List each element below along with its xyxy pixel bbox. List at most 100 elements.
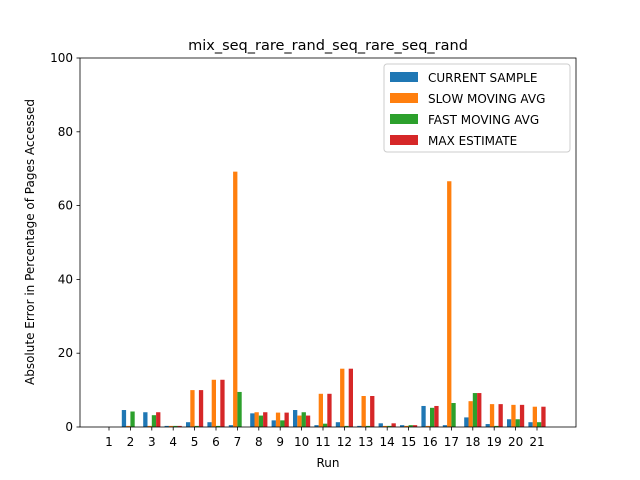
x-tick-label: 5: [191, 435, 199, 449]
bar-current-sample-run-6: [207, 422, 212, 427]
x-tick-label: 9: [276, 435, 284, 449]
bar-slow-moving-avg-run-3: [147, 425, 152, 427]
x-tick-label: 4: [169, 435, 177, 449]
legend-swatch: [390, 93, 418, 103]
y-tick-label: 80: [58, 125, 73, 139]
bar-current-sample-run-4: [164, 425, 169, 427]
bar-current-sample-run-19: [485, 424, 490, 427]
bar-fast-moving-avg-run-13: [365, 425, 371, 427]
bar-current-sample-run-20: [507, 419, 512, 427]
bar-fast-moving-avg-run-6: [216, 425, 221, 427]
y-tick-label: 40: [58, 272, 73, 286]
legend-entry: FAST MOVING AVG: [428, 113, 539, 127]
y-tick-label: 60: [58, 199, 73, 213]
x-tick-label: 7: [234, 435, 242, 449]
y-tick-label: 20: [58, 346, 73, 360]
bar-current-sample-run-18: [464, 417, 469, 427]
plot-frame: [79, 57, 577, 428]
bar-current-sample-run-2: [121, 410, 127, 427]
bar-fast-moving-avg-run-3: [151, 415, 157, 427]
legend-swatch: [390, 114, 418, 124]
bar-max-estimate-run-11: [327, 393, 332, 427]
x-tick-label: 8: [255, 435, 263, 449]
bar-fast-moving-avg-run-14: [387, 425, 392, 427]
y-tick-label: 100: [50, 51, 73, 65]
bar-current-sample-run-10: [293, 410, 298, 427]
bar-current-sample-run-5: [186, 422, 191, 427]
bar-slow-moving-avg-run-21: [532, 406, 537, 427]
bar-fast-moving-avg-run-20: [515, 419, 520, 427]
x-tick-label: 18: [465, 435, 480, 449]
bar-current-sample-run-16: [421, 405, 426, 427]
bar-current-sample-run-17: [442, 425, 448, 427]
legend-entry: SLOW MOVING AVG: [428, 92, 545, 106]
legend-entry: MAX ESTIMATE: [428, 134, 517, 148]
legend-swatch: [390, 135, 418, 145]
bar-slow-moving-avg-run-19: [489, 404, 495, 427]
y-axis-label: Absolute Error in Percentage of Pages Ac…: [23, 99, 37, 385]
bar-current-sample-run-9: [271, 420, 276, 427]
bar-max-estimate-run-4: [177, 425, 182, 427]
bar-max-estimate-run-21: [541, 406, 546, 427]
bar-max-estimate-run-10: [305, 415, 311, 427]
bar-slow-moving-avg-run-12: [340, 368, 345, 427]
bar-current-sample-run-13: [357, 425, 362, 427]
x-tick-label: 15: [401, 435, 416, 449]
bar-current-sample-run-3: [143, 412, 148, 427]
bar-fast-moving-avg-run-9: [280, 420, 285, 427]
bar-slow-moving-avg-run-15: [404, 425, 409, 427]
x-tick-label: 21: [529, 435, 544, 449]
bar-current-sample-run-14: [378, 423, 383, 427]
bar-max-estimate-run-6: [220, 379, 225, 427]
bar-slow-moving-avg-run-14: [382, 425, 388, 427]
bar-max-estimate-run-20: [519, 404, 525, 427]
bar-fast-moving-avg-run-19: [494, 425, 499, 427]
bar-slow-moving-avg-run-13: [361, 396, 366, 427]
bar-fast-moving-avg-run-7: [237, 391, 242, 427]
bar-slow-moving-avg-run-2: [126, 425, 131, 427]
bar-fast-moving-avg-run-10: [301, 412, 306, 427]
x-tick-label: 17: [444, 435, 459, 449]
bar-max-estimate-run-18: [477, 393, 482, 427]
bar-current-sample-run-15: [400, 425, 405, 427]
bar-current-sample-run-8: [250, 413, 255, 427]
x-tick-label: 12: [337, 435, 352, 449]
x-tick-label: 1: [105, 435, 113, 449]
bar-slow-moving-avg-run-18: [468, 401, 473, 427]
bar-fast-moving-avg-run-2: [130, 411, 135, 427]
x-tick-label: 6: [212, 435, 220, 449]
x-tick-label: 16: [422, 435, 437, 449]
bar-slow-moving-avg-run-7: [233, 171, 238, 427]
bar-fast-moving-avg-run-17: [451, 403, 456, 427]
y-tick-label: 0: [65, 420, 73, 434]
bar-slow-moving-avg-run-6: [211, 379, 216, 427]
chart-title: mix_seq_rare_rand_seq_rare_seq_rand: [188, 38, 468, 54]
bar-fast-moving-avg-run-8: [258, 415, 264, 427]
bar-current-sample-run-21: [528, 422, 533, 427]
bar-current-sample-run-7: [228, 425, 234, 427]
bar-max-estimate-run-14: [391, 423, 396, 427]
x-tick-label: 13: [358, 435, 373, 449]
bar-slow-moving-avg-run-16: [425, 425, 430, 427]
bar-fast-moving-avg-run-5: [194, 425, 199, 427]
bar-max-estimate-run-19: [498, 404, 503, 427]
bar-fast-moving-avg-run-18: [472, 393, 478, 427]
bar-fast-moving-avg-run-4: [173, 425, 178, 427]
bar-slow-moving-avg-run-9: [275, 412, 281, 427]
bar-current-sample-run-11: [314, 425, 319, 427]
bar-max-estimate-run-15: [412, 425, 418, 427]
x-tick-label: 19: [487, 435, 502, 449]
bar-fast-moving-avg-run-21: [537, 422, 542, 427]
bar-max-estimate-run-13: [370, 396, 375, 427]
bar-slow-moving-avg-run-20: [511, 404, 516, 427]
x-tick-label: 2: [127, 435, 135, 449]
x-tick-label: 3: [148, 435, 156, 449]
x-tick-label: 11: [315, 435, 330, 449]
x-axis-label: Run: [316, 456, 339, 470]
bar-slow-moving-avg-run-5: [190, 390, 195, 427]
legend: CURRENT SAMPLE SLOW MOVING AVG FAST MOVING…: [383, 63, 571, 153]
bar-max-estimate-run-5: [198, 390, 204, 427]
bar-slow-moving-avg-run-10: [297, 415, 302, 427]
